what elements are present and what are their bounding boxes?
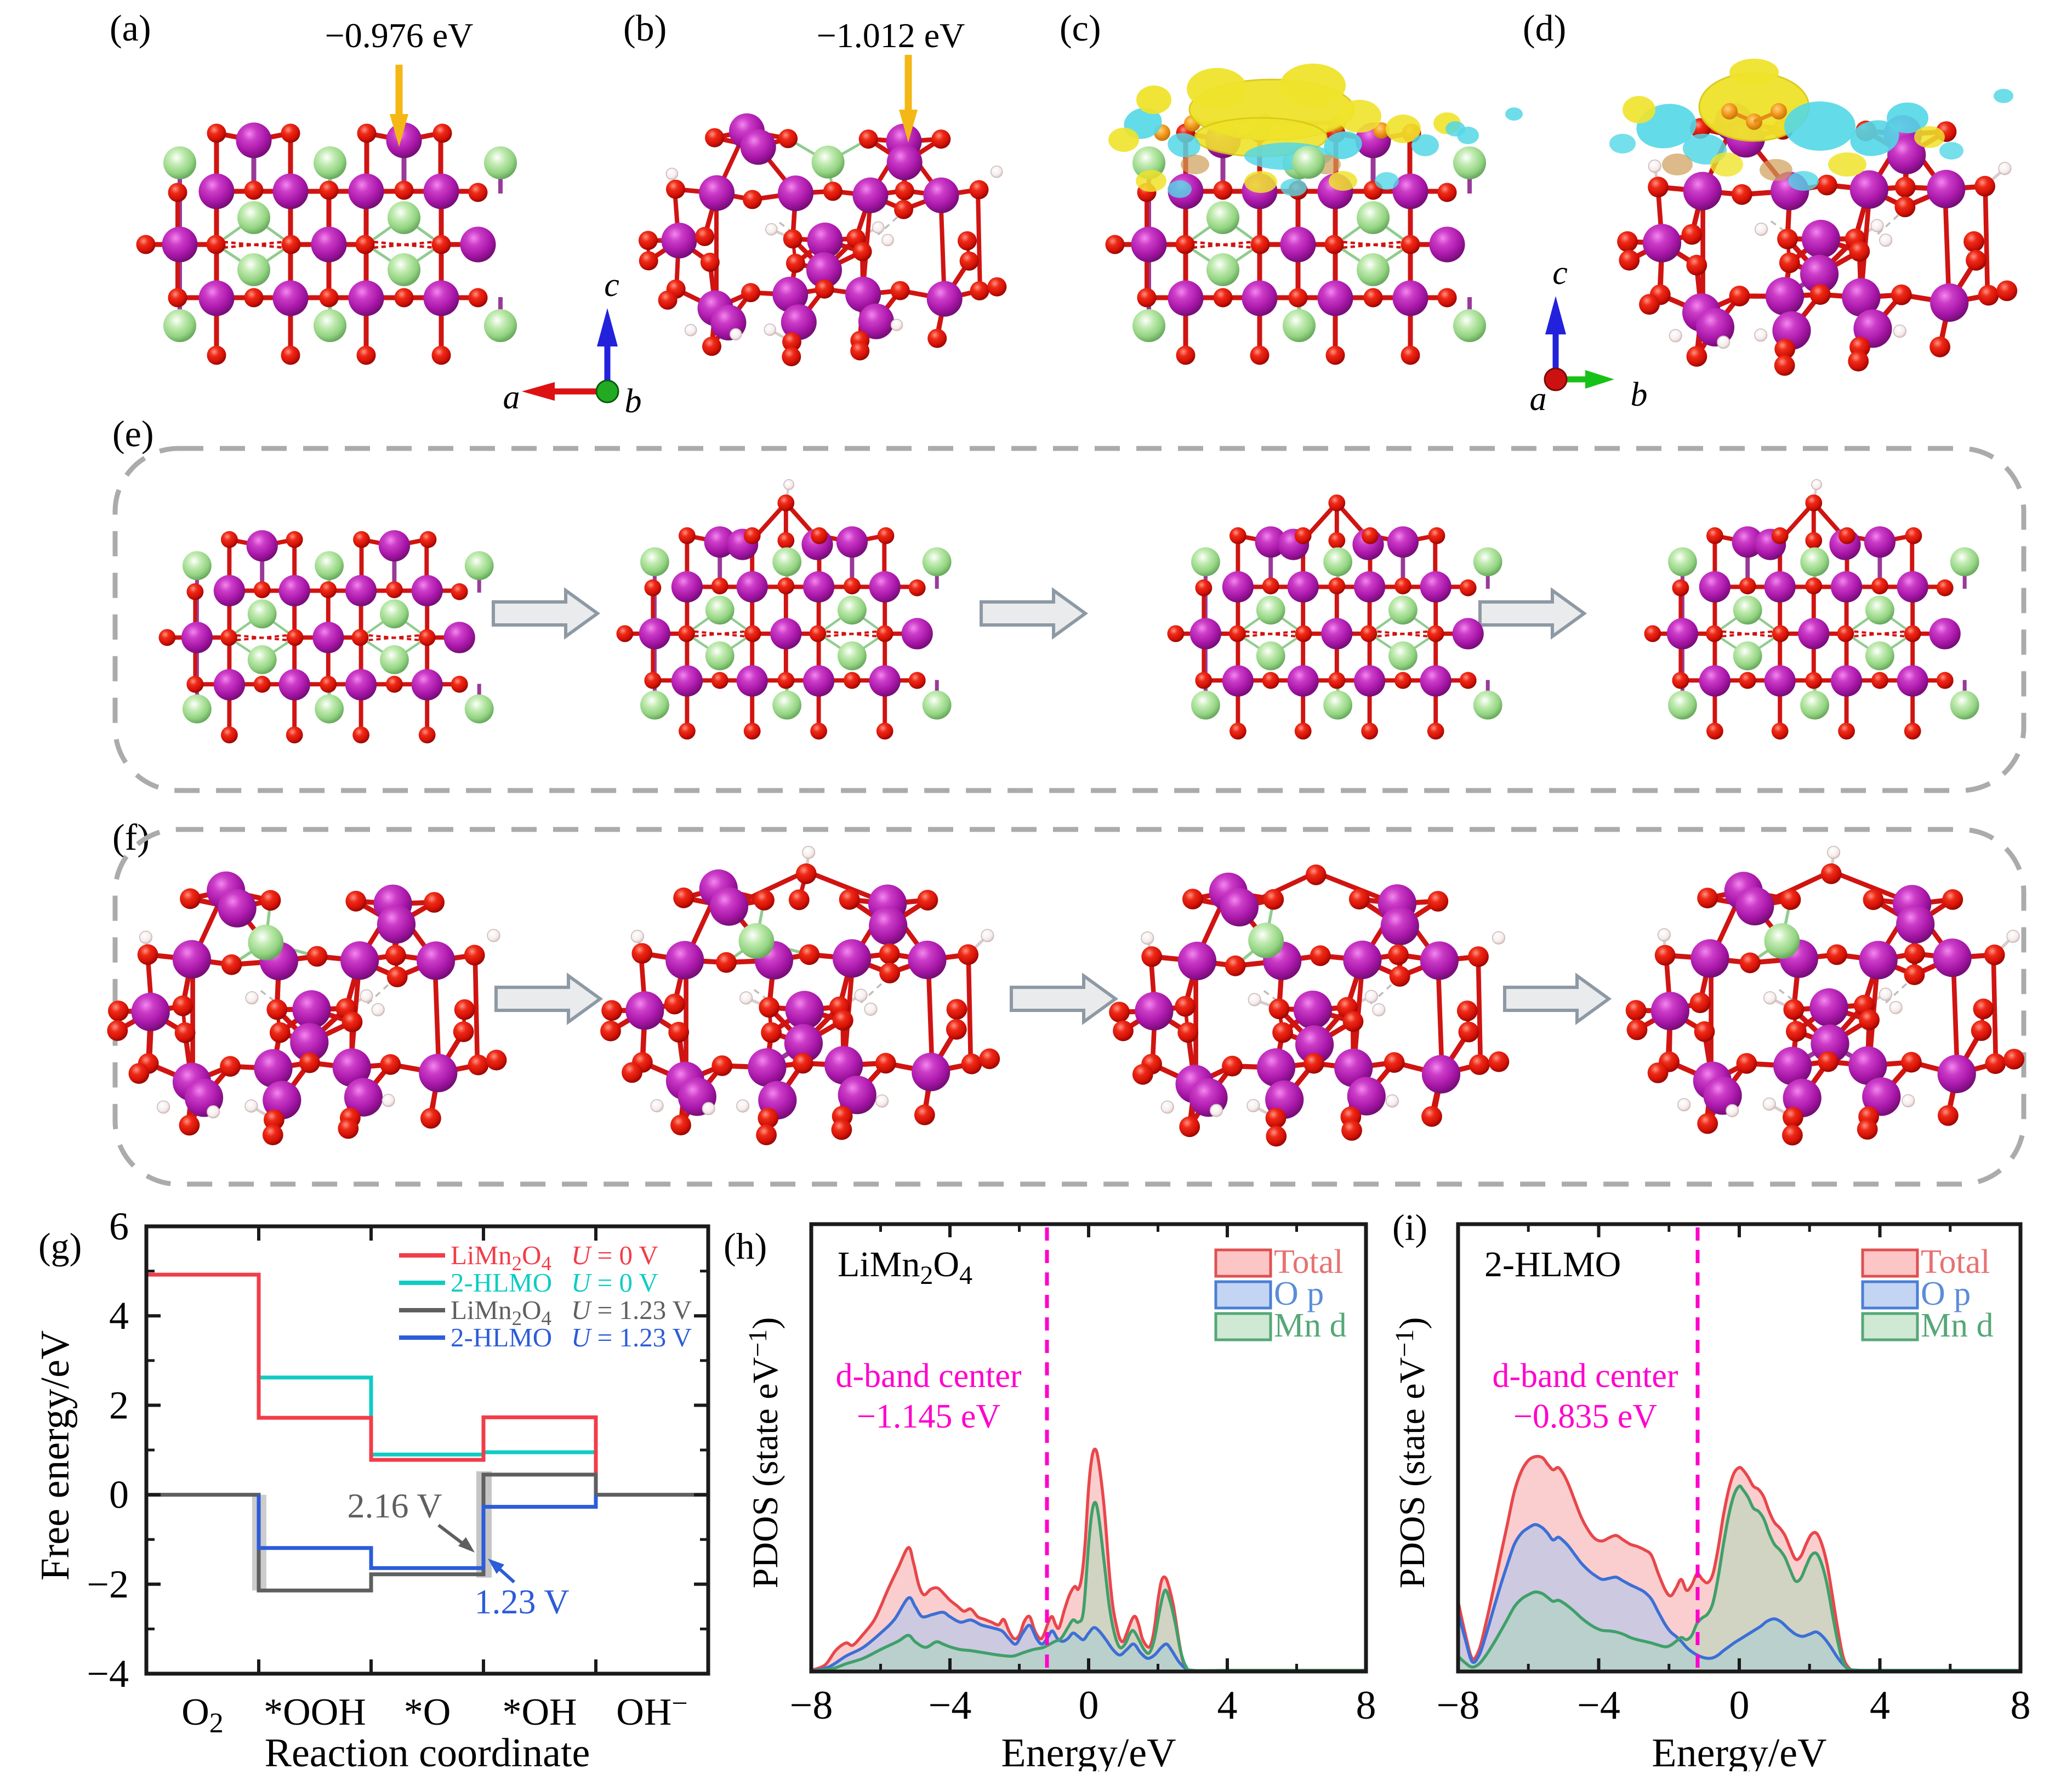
svg-text:Free energy/eV: Free energy/eV	[33, 1330, 78, 1581]
svg-text:Reaction coordinate: Reaction coordinate	[265, 1731, 590, 1771]
svg-text:8: 8	[1356, 1683, 1376, 1728]
svg-text:6: 6	[109, 1204, 129, 1248]
svg-text:8: 8	[2011, 1683, 2031, 1728]
svg-text:U = 0 V: U = 0 V	[571, 1267, 658, 1298]
svg-text:*OOH: *OOH	[264, 1691, 366, 1733]
svg-text:2: 2	[109, 1383, 129, 1427]
svg-text:*O: *O	[404, 1691, 451, 1733]
svg-text:0: 0	[1079, 1683, 1099, 1728]
svg-text:Energy/eV: Energy/eV	[1001, 1731, 1176, 1771]
svg-text:4: 4	[109, 1294, 129, 1338]
svg-text:(h): (h)	[724, 1225, 767, 1267]
svg-text:a: a	[503, 379, 520, 416]
svg-text:b: b	[1631, 376, 1648, 413]
svg-text:2-HLMO: 2-HLMO	[451, 1322, 552, 1352]
svg-text:2-HLMO: 2-HLMO	[451, 1267, 552, 1298]
svg-text:0: 0	[1729, 1683, 1750, 1728]
svg-text:−8: −8	[1437, 1683, 1480, 1728]
svg-text:*OH: *OH	[502, 1691, 577, 1733]
svg-text:PDOS (state eV−1): PDOS (state eV−1)	[743, 1317, 785, 1589]
svg-text:PDOS (state eV−1): PDOS (state eV−1)	[1390, 1317, 1432, 1589]
svg-text:b: b	[625, 383, 642, 420]
svg-text:Mn d: Mn d	[1921, 1307, 1994, 1344]
svg-text:−4: −4	[87, 1652, 129, 1696]
svg-text:2-HLMO: 2-HLMO	[1484, 1244, 1621, 1284]
svg-text:−4: −4	[1577, 1683, 1620, 1728]
svg-text:−0.835 eV: −0.835 eV	[1513, 1398, 1657, 1435]
svg-text:U = 1.23 V: U = 1.23 V	[571, 1295, 692, 1325]
svg-text:0: 0	[109, 1473, 129, 1517]
svg-text:4: 4	[1217, 1683, 1238, 1728]
svg-text:(i): (i)	[1392, 1207, 1427, 1248]
svg-text:−1.012 eV: −1.012 eV	[817, 16, 965, 55]
svg-text:−1.145 eV: −1.145 eV	[857, 1398, 1000, 1435]
svg-text:(d): (d)	[1523, 7, 1566, 49]
svg-text:2.16 V: 2.16 V	[347, 1486, 442, 1525]
svg-text:(a): (a)	[110, 7, 151, 49]
svg-text:U = 0 V: U = 0 V	[571, 1240, 658, 1270]
svg-text:(g): (g)	[38, 1225, 82, 1267]
svg-text:LiMn2O4: LiMn2O4	[838, 1244, 972, 1290]
svg-text:(e): (e)	[112, 413, 153, 454]
svg-text:a: a	[1530, 380, 1547, 418]
svg-text:1.23 V: 1.23 V	[474, 1582, 569, 1621]
svg-text:−4: −4	[929, 1683, 972, 1728]
svg-text:c: c	[1552, 254, 1568, 292]
svg-text:4: 4	[1870, 1683, 1890, 1728]
svg-text:−0.976 eV: −0.976 eV	[325, 16, 474, 55]
svg-text:−8: −8	[790, 1683, 833, 1728]
svg-text:c: c	[604, 266, 619, 304]
svg-text:U = 1.23 V: U = 1.23 V	[571, 1322, 692, 1352]
svg-text:d-band center: d-band center	[835, 1357, 1021, 1395]
svg-text:Energy/eV: Energy/eV	[1652, 1731, 1826, 1771]
svg-text:−2: −2	[87, 1562, 129, 1606]
svg-text:d-band center: d-band center	[1492, 1357, 1678, 1395]
svg-text:Mn d: Mn d	[1274, 1307, 1347, 1344]
svg-text:(c): (c)	[1060, 7, 1101, 49]
svg-text:(b): (b)	[623, 7, 667, 49]
